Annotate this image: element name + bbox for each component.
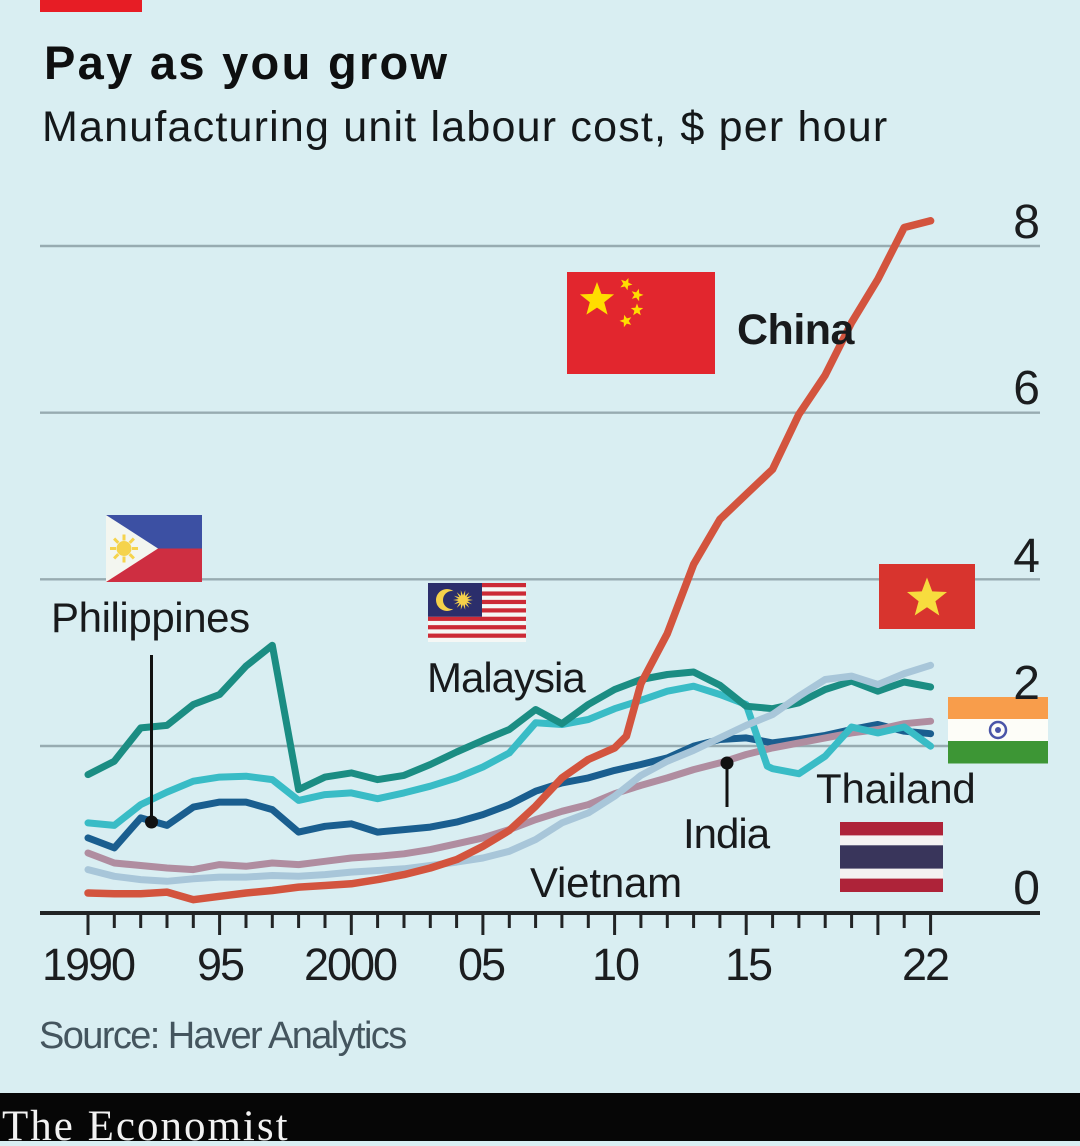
svg-text:0: 0 <box>1013 862 1040 915</box>
svg-text:2: 2 <box>1013 657 1040 710</box>
svg-text:95: 95 <box>197 939 244 990</box>
svg-text:Vietnam: Vietnam <box>530 859 682 906</box>
svg-text:China: China <box>737 306 856 354</box>
svg-text:8: 8 <box>1013 196 1040 249</box>
svg-text:Manufacturing unit labour cost: Manufacturing unit labour cost, $ per ho… <box>42 103 888 151</box>
svg-text:Pay as you grow: Pay as you grow <box>44 36 449 89</box>
svg-text:Source: Haver Analytics: Source: Haver Analytics <box>39 1015 406 1057</box>
svg-text:22: 22 <box>902 939 948 990</box>
svg-text:1990: 1990 <box>42 939 135 990</box>
svg-text:Philippines: Philippines <box>51 594 250 641</box>
svg-text:4: 4 <box>1013 530 1040 583</box>
svg-text:Thailand: Thailand <box>816 765 976 812</box>
svg-text:India: India <box>683 810 771 857</box>
svg-text:15: 15 <box>725 939 772 990</box>
svg-text:10: 10 <box>592 939 639 990</box>
svg-text:Malaysia: Malaysia <box>427 654 586 701</box>
svg-text:2000: 2000 <box>304 939 397 990</box>
svg-text:The Economist: The Economist <box>2 1103 290 1141</box>
svg-text:05: 05 <box>458 939 505 990</box>
svg-text:6: 6 <box>1013 362 1040 415</box>
